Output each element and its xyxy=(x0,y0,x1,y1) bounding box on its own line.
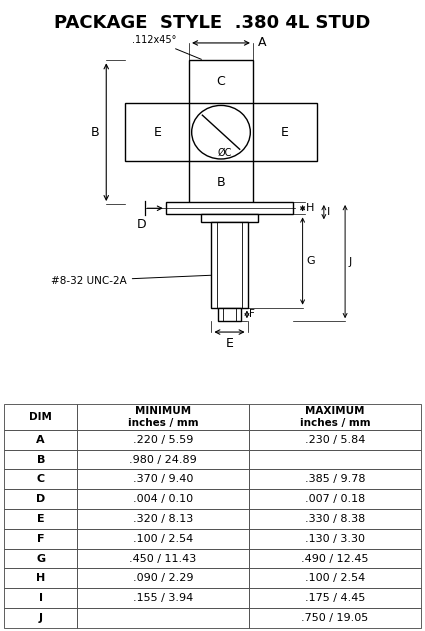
Text: A: A xyxy=(258,37,266,49)
Bar xyxy=(4,450,77,469)
Bar xyxy=(77,549,249,569)
Text: .155 / 3.94: .155 / 3.94 xyxy=(133,593,193,603)
Bar xyxy=(77,569,249,588)
Text: E: E xyxy=(281,126,289,139)
Bar xyxy=(4,469,77,489)
Bar xyxy=(189,162,253,204)
Text: .175 / 4.45: .175 / 4.45 xyxy=(305,593,365,603)
Text: .450 / 11.43: .450 / 11.43 xyxy=(130,553,197,563)
Text: .130 / 3.30: .130 / 3.30 xyxy=(305,534,365,544)
Bar xyxy=(249,404,421,430)
Text: .385 / 9.78: .385 / 9.78 xyxy=(305,475,365,485)
Text: DIM: DIM xyxy=(29,412,52,422)
Text: .100 / 2.54: .100 / 2.54 xyxy=(133,534,193,544)
Text: B: B xyxy=(37,454,45,464)
Bar xyxy=(249,588,421,608)
Bar xyxy=(4,404,77,430)
Text: PACKAGE  STYLE  .380 4L STUD: PACKAGE STYLE .380 4L STUD xyxy=(54,14,371,32)
Bar xyxy=(166,202,293,215)
Text: C: C xyxy=(217,75,225,88)
Text: D: D xyxy=(36,494,45,504)
Text: .004 / 0.10: .004 / 0.10 xyxy=(133,494,193,504)
Text: ØC: ØC xyxy=(218,148,232,158)
Text: G: G xyxy=(36,553,45,563)
Bar xyxy=(249,509,421,529)
Text: B: B xyxy=(91,126,100,139)
Bar xyxy=(77,608,249,628)
Text: H: H xyxy=(36,574,45,584)
Bar xyxy=(125,103,189,162)
Text: .370 / 9.40: .370 / 9.40 xyxy=(133,475,193,485)
Bar xyxy=(249,469,421,489)
Bar xyxy=(77,450,249,469)
Text: I: I xyxy=(39,593,42,603)
Bar xyxy=(189,61,253,103)
Text: .230 / 5.84: .230 / 5.84 xyxy=(305,435,365,445)
Bar xyxy=(77,529,249,549)
Text: .090 / 2.29: .090 / 2.29 xyxy=(133,574,193,584)
Text: .330 / 8.38: .330 / 8.38 xyxy=(305,514,365,524)
Bar xyxy=(4,549,77,569)
Text: .112x45°: .112x45° xyxy=(132,35,201,59)
Bar xyxy=(253,103,317,162)
Bar xyxy=(77,404,249,430)
Bar xyxy=(77,489,249,509)
Text: H: H xyxy=(306,203,314,213)
Bar xyxy=(218,307,241,321)
Bar xyxy=(77,430,249,450)
Bar xyxy=(77,469,249,489)
Text: .007 / 0.18: .007 / 0.18 xyxy=(305,494,365,504)
Text: .490 / 12.45: .490 / 12.45 xyxy=(301,553,368,563)
Text: D: D xyxy=(136,218,146,231)
Bar xyxy=(249,430,421,450)
Text: F: F xyxy=(249,309,255,319)
Text: J: J xyxy=(348,257,352,267)
Bar xyxy=(77,588,249,608)
Bar xyxy=(249,549,421,569)
Bar xyxy=(4,608,77,628)
Bar xyxy=(4,569,77,588)
Text: E: E xyxy=(153,126,161,139)
Text: J: J xyxy=(39,613,42,623)
Text: .100 / 2.54: .100 / 2.54 xyxy=(305,574,365,584)
Text: A: A xyxy=(37,435,45,445)
Bar xyxy=(4,529,77,549)
Text: .220 / 5.59: .220 / 5.59 xyxy=(133,435,193,445)
Bar xyxy=(249,450,421,469)
Text: MAXIMUM
inches / mm: MAXIMUM inches / mm xyxy=(300,406,370,428)
Text: MINIMUM
inches / mm: MINIMUM inches / mm xyxy=(128,406,198,428)
Text: E: E xyxy=(37,514,45,524)
Text: B: B xyxy=(217,176,225,189)
Bar xyxy=(249,569,421,588)
Bar xyxy=(201,215,258,222)
Text: C: C xyxy=(37,475,45,485)
Text: F: F xyxy=(37,534,45,544)
Bar xyxy=(4,509,77,529)
Text: .320 / 8.13: .320 / 8.13 xyxy=(133,514,193,524)
Bar xyxy=(249,529,421,549)
Bar xyxy=(249,489,421,509)
Text: #8-32 UNC-2A: #8-32 UNC-2A xyxy=(51,275,211,286)
Bar xyxy=(4,588,77,608)
Bar xyxy=(77,509,249,529)
Text: I: I xyxy=(327,207,331,217)
Bar xyxy=(4,489,77,509)
Bar xyxy=(249,608,421,628)
Text: .750 / 19.05: .750 / 19.05 xyxy=(301,613,368,623)
Text: G: G xyxy=(306,256,314,266)
Circle shape xyxy=(192,105,250,159)
Text: E: E xyxy=(226,338,233,350)
Bar xyxy=(212,222,247,307)
Text: .980 / 24.89: .980 / 24.89 xyxy=(129,454,197,464)
Bar xyxy=(4,430,77,450)
